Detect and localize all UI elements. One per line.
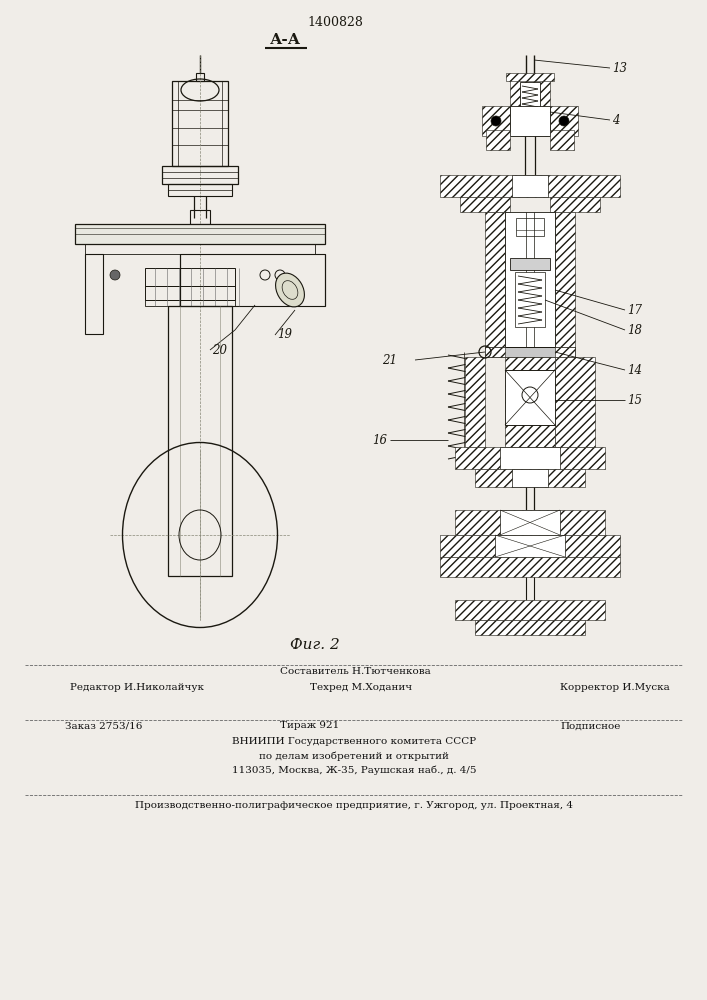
Bar — [162, 166, 238, 184]
Bar — [512, 469, 548, 487]
Text: Фиг. 2: Фиг. 2 — [290, 638, 340, 652]
Circle shape — [559, 116, 569, 126]
Bar — [555, 357, 595, 447]
Text: Редактор И.Николайчук: Редактор И.Николайчук — [70, 684, 204, 692]
Text: Заказ 2753/16: Заказ 2753/16 — [65, 722, 142, 730]
Text: Тираж 921: Тираж 921 — [281, 722, 339, 730]
Bar — [485, 347, 505, 357]
Bar — [510, 258, 550, 270]
Text: 20: 20 — [212, 344, 227, 357]
Bar — [475, 469, 585, 487]
Bar — [145, 286, 235, 300]
Bar — [475, 620, 585, 635]
Bar — [555, 347, 575, 357]
Text: Техред М.Хoданич: Техред М.Хoданич — [310, 684, 412, 692]
Ellipse shape — [276, 273, 305, 307]
Text: по делам изобретений и открытий: по делам изобретений и открытий — [259, 751, 449, 761]
Bar — [550, 197, 600, 212]
Bar — [550, 130, 574, 150]
Bar — [145, 268, 235, 286]
Bar — [455, 447, 605, 469]
Text: 13: 13 — [612, 62, 627, 75]
Bar — [505, 357, 555, 447]
Circle shape — [491, 116, 501, 126]
Bar — [515, 272, 545, 327]
Bar — [440, 557, 620, 577]
Bar — [512, 175, 548, 197]
Bar — [168, 306, 232, 576]
Bar — [500, 510, 560, 535]
Bar — [510, 106, 550, 136]
Bar — [500, 447, 560, 469]
Bar — [75, 224, 325, 244]
Text: А-А: А-А — [269, 33, 300, 47]
Bar — [506, 73, 554, 81]
Bar — [196, 73, 204, 81]
Bar — [516, 218, 544, 236]
Bar — [455, 600, 605, 620]
Text: 14: 14 — [627, 363, 642, 376]
Bar — [168, 184, 232, 196]
Text: Производственно-полиграфическое предприятие, г. Ужгород, ул. Проектная, 4: Производственно-полиграфическое предприя… — [135, 800, 573, 810]
Text: 113035, Москва, Ж-35, Раушская наб., д. 4/5: 113035, Москва, Ж-35, Раушская наб., д. … — [232, 765, 477, 775]
Bar — [505, 212, 555, 347]
Bar — [520, 82, 540, 132]
Text: 1400828: 1400828 — [307, 15, 363, 28]
Text: Подписное: Подписное — [560, 722, 620, 730]
Text: 17: 17 — [627, 304, 642, 316]
Text: 4: 4 — [612, 113, 619, 126]
Bar — [85, 244, 315, 254]
Bar — [495, 535, 565, 557]
Bar — [145, 300, 235, 306]
Bar — [505, 370, 555, 425]
Bar — [482, 106, 510, 136]
Text: ВНИИПИ Государственного комитета СССР: ВНИИПИ Государственного комитета СССР — [232, 738, 476, 746]
Text: Корректор И.Муска: Корректор И.Муска — [560, 684, 670, 692]
Bar — [486, 130, 510, 150]
Bar — [455, 510, 605, 535]
Bar — [465, 357, 485, 447]
Bar — [485, 212, 505, 347]
Bar — [85, 254, 103, 334]
Text: 16: 16 — [372, 434, 387, 446]
Bar — [190, 210, 210, 224]
Bar — [550, 106, 578, 136]
Bar — [510, 78, 550, 136]
Bar — [460, 197, 510, 212]
Bar — [172, 81, 228, 166]
Bar — [440, 175, 620, 197]
Bar — [180, 254, 325, 306]
Text: 21: 21 — [382, 354, 397, 366]
Circle shape — [110, 270, 120, 280]
Bar — [555, 212, 575, 347]
Text: Составитель Н.Тютченкова: Составитель Н.Тютченкова — [280, 668, 431, 676]
Text: 19: 19 — [277, 328, 292, 342]
Bar — [485, 347, 575, 357]
Text: 15: 15 — [627, 393, 642, 406]
Bar — [440, 535, 620, 557]
Text: 18: 18 — [627, 324, 642, 336]
